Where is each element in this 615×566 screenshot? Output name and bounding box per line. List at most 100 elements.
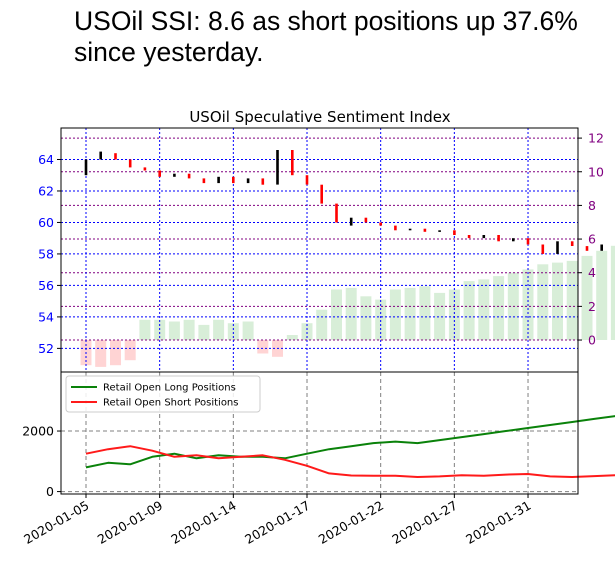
candle-21	[394, 225, 397, 231]
series-line-1	[85, 445, 615, 478]
candle-19	[364, 217, 368, 223]
candle-10	[232, 176, 235, 184]
candle-13	[276, 150, 279, 185]
candle-9	[217, 176, 220, 184]
date-tick-label-6: 2020-01-31	[463, 498, 533, 547]
ssi-bar-35	[596, 250, 608, 340]
ssi-bar-25	[448, 289, 460, 340]
ssi-bar-12	[257, 340, 269, 354]
candle-33	[570, 241, 574, 246]
price-tick-label-4: 60	[38, 215, 54, 230]
ssi-tick-label-2: 4	[588, 265, 596, 280]
ssi-bar-22	[404, 287, 416, 341]
ssi-bar-26	[463, 281, 475, 340]
candle-8	[202, 178, 206, 184]
ssi-axis: 0 2 4 6 8 10 12	[578, 131, 604, 348]
date-tick-label-4: 2020-01-22	[316, 498, 386, 547]
ssi-bar-23	[419, 286, 431, 340]
price-tick-label-3: 58	[38, 246, 54, 261]
candle-31	[541, 244, 545, 254]
ssi-bar-17	[331, 289, 342, 340]
ssi-bar-6	[168, 321, 180, 340]
candle-14	[291, 150, 294, 176]
candle-29	[512, 238, 515, 242]
ssi-bar-24	[434, 292, 446, 340]
ssi-tick-label-4: 8	[588, 198, 596, 213]
candle-28	[497, 235, 500, 242]
price-tick-label-6: 64	[38, 152, 54, 167]
ssi-tick-label-0: 0	[588, 333, 596, 348]
ssi-bar-16	[316, 309, 328, 340]
candle-32	[556, 241, 559, 254]
date-tick-label-3: 2020-01-17	[242, 498, 312, 547]
ssi-bar-21	[389, 289, 401, 340]
positions-axis: 0 2000	[22, 424, 61, 499]
ssi-bar-2	[110, 340, 121, 366]
candle-1	[99, 151, 102, 160]
legend-box	[65, 375, 261, 413]
candle-22	[408, 228, 412, 231]
ssi-bars	[80, 245, 615, 367]
series-line-0	[85, 415, 615, 469]
candle-4	[143, 167, 147, 171]
ssi-bar-19	[360, 296, 372, 341]
position-lines	[85, 415, 615, 478]
ssi-bar-36	[610, 245, 615, 340]
ssi-tick-label-5: 10	[588, 164, 604, 179]
ssi-bar-9	[213, 319, 225, 340]
ssi-bar-32	[552, 262, 563, 340]
price-candles	[84, 150, 603, 254]
lower-panel-frame	[60, 371, 579, 495]
candle-23	[423, 228, 427, 232]
candle-15	[305, 175, 309, 185]
ssi-bar-7	[183, 319, 195, 340]
ssi-bar-4	[139, 319, 151, 340]
legend-label-long: Retail Open Long Positions	[103, 383, 236, 394]
candle-2	[114, 153, 117, 160]
date-tick-label-5: 2020-01-27	[389, 498, 459, 547]
candle-26	[467, 235, 471, 239]
price-tick-label-2: 56	[38, 278, 54, 293]
ssi-bar-3	[124, 340, 136, 361]
candle-5	[158, 170, 161, 177]
ssi-bar-10	[227, 323, 239, 340]
price-tick-label-1: 54	[38, 309, 54, 324]
ssi-bar-34	[581, 255, 593, 340]
date-axis: 2020-01-05 2020-01-09 2020-01-14 2020-01-17…	[21, 494, 534, 547]
candle-24	[438, 230, 441, 232]
ssi-tick-label-3: 6	[588, 232, 596, 247]
candle-11	[246, 178, 250, 184]
ssi-bar-33	[566, 260, 578, 340]
candle-30	[526, 238, 530, 245]
ssi-bar-11	[242, 321, 254, 340]
candle-12	[261, 178, 265, 185]
ssi-bar-31	[537, 264, 549, 340]
date-tick-label-2: 2020-01-14	[168, 498, 238, 547]
positions-tick-label-1: 2000	[22, 424, 54, 439]
candle-0	[84, 159, 88, 176]
ssi-bar-8	[198, 324, 210, 340]
ssi-bar-20	[375, 299, 387, 340]
price-tick-label-0: 52	[38, 341, 54, 356]
ssi-tick-label-6: 12	[588, 131, 604, 146]
ssi-bar-28	[493, 276, 505, 340]
headline: USOil SSI: 8.6 as short positions up 37.…	[74, 6, 578, 67]
price-axis: 52 54 56 58 60 62 64	[38, 152, 61, 356]
date-tick-label-0: 2020-01-05	[21, 498, 91, 547]
candle-18	[349, 217, 353, 226]
date-tick-label-1: 2020-01-09	[95, 498, 165, 547]
ssi-bar-15	[301, 323, 313, 340]
ssi-bar-1	[95, 340, 107, 367]
candle-16	[320, 184, 323, 204]
candle-20	[379, 222, 382, 226]
candle-17	[335, 203, 338, 223]
legend-label-short: Retail Open Short Positions	[103, 398, 238, 409]
chart-title: USOil Speculative Sentiment Index	[189, 108, 450, 126]
candle-34	[585, 246, 589, 251]
positions-tick-label-0: 0	[46, 484, 54, 499]
ssi-tick-label-1: 2	[588, 299, 596, 314]
candle-27	[482, 235, 486, 239]
candle-25	[453, 230, 456, 235]
candle-6	[173, 173, 176, 177]
